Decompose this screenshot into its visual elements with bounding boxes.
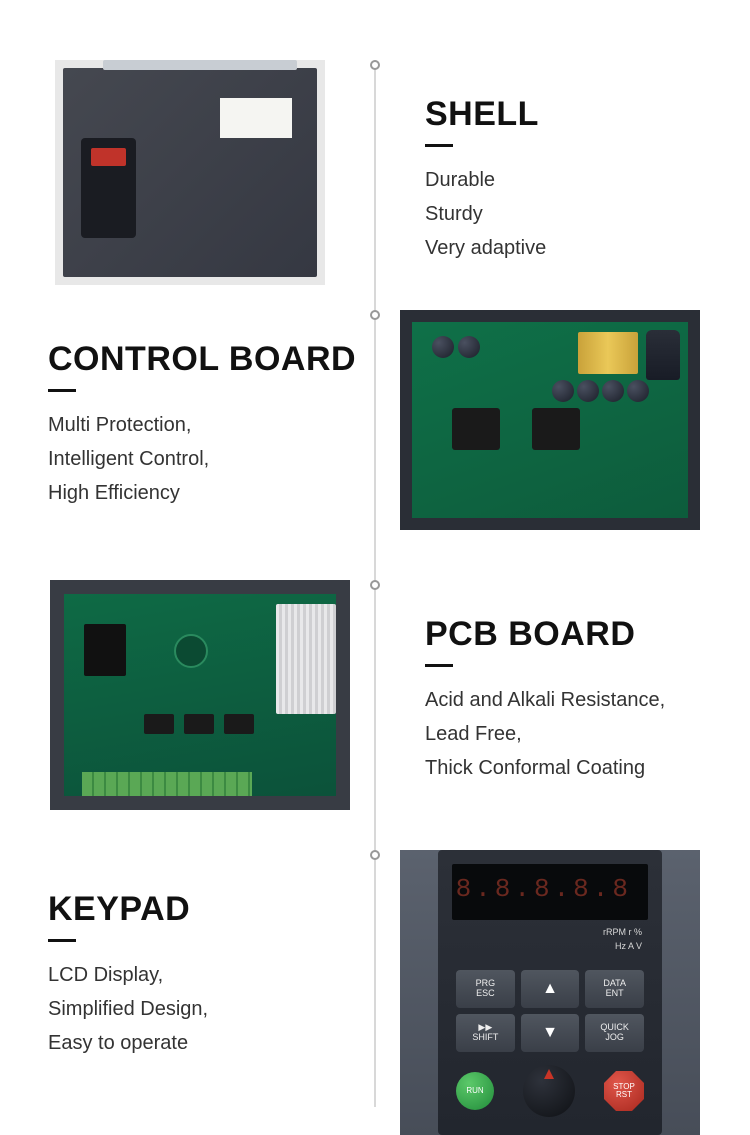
control-desc: Multi Protection, Intelligent Control, H…	[48, 408, 368, 510]
keypad-title: KEYPAD	[48, 890, 348, 929]
timeline-dot	[370, 850, 380, 860]
pcb-desc: Acid and Alkali Resistance, Lead Free, T…	[425, 683, 725, 785]
pcb-text-block: PCB BOARD Acid and Alkali Resistance, Le…	[425, 615, 725, 785]
keypad-text-block: KEYPAD LCD Display, Simplified Design, E…	[48, 890, 348, 1060]
timeline-dot	[370, 580, 380, 590]
timeline-dot	[370, 310, 380, 320]
quick-jog-button: QUICK JOG	[585, 1014, 644, 1052]
shift-button: ▶▶ SHIFT	[456, 1014, 515, 1052]
keypad-desc: LCD Display, Simplified Design, Easy to …	[48, 958, 348, 1060]
shell-image	[55, 60, 325, 285]
underline	[48, 389, 76, 392]
down-arrow-button: ▼	[521, 1014, 580, 1052]
pcb-image	[50, 580, 350, 810]
underline	[425, 144, 453, 147]
underline	[48, 939, 76, 942]
lcd-display: 8.8.8.8.8	[452, 864, 648, 920]
stop-button: STOP RST	[604, 1071, 644, 1111]
shell-title: SHELL	[425, 95, 725, 134]
rotary-knob	[523, 1065, 575, 1117]
shell-text-block: SHELL Durable Sturdy Very adaptive	[425, 95, 725, 265]
shell-desc: Durable Sturdy Very adaptive	[425, 163, 725, 265]
lcd-labels: rRPM r % Hz A V	[603, 926, 642, 953]
prg-esc-button: PRG ESC	[456, 970, 515, 1008]
control-title: CONTROL BOARD	[48, 340, 368, 379]
control-text-block: CONTROL BOARD Multi Protection, Intellig…	[48, 340, 368, 510]
lcd-digits: 8.8.8.8.8	[456, 874, 632, 904]
timeline-dot	[370, 60, 380, 70]
underline	[425, 664, 453, 667]
run-button: RUN	[456, 1072, 494, 1110]
data-ent-button: DATA ENT	[585, 970, 644, 1008]
pcb-title: PCB BOARD	[425, 615, 725, 654]
up-arrow-button: ▲	[521, 970, 580, 1008]
keypad-image: 8.8.8.8.8 rRPM r % Hz A V PRG ESC ▲ DATA…	[400, 850, 700, 1135]
control-board-image	[400, 310, 700, 530]
